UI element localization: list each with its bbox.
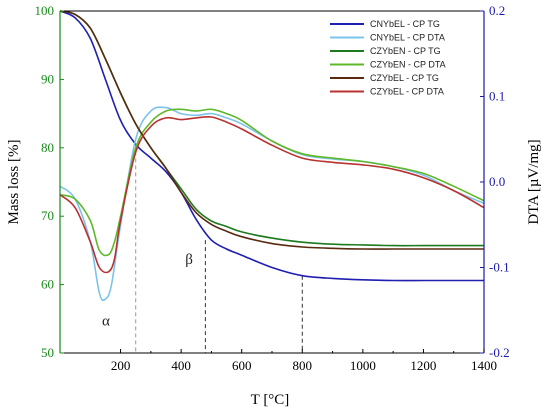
x-tick-label-6: 1400: [471, 358, 497, 373]
right-y-axis-title: DTA [µV/mg]: [526, 139, 542, 224]
legend-label-5: CZYbEL - CP DTA: [370, 87, 444, 97]
x-axis: 200 400 600 800 1000 1200 1400: [111, 349, 497, 373]
series-line-4: [59, 10, 484, 250]
series-layer: [59, 10, 485, 302]
legend-label-3: CZYbEN - CP DTA: [370, 60, 446, 70]
annotation-0: α: [102, 314, 110, 330]
left-tick-label-5: 100: [35, 3, 55, 18]
left-tick-label-1: 60: [41, 277, 54, 292]
left-tick-label-3: 80: [41, 140, 54, 155]
right-tick-label-4: 0.2: [489, 3, 505, 18]
x-tick-label-4: 1000: [350, 358, 376, 373]
x-tick-label-5: 1200: [410, 358, 436, 373]
left-y-axis: 50 60 70 80 90 100: [35, 3, 64, 360]
right-tick-label-1: -0.1: [489, 260, 510, 275]
legend-label-4: CZYbEL - CP TG: [370, 73, 439, 83]
left-tick-label-4: 90: [41, 71, 54, 86]
series-line-3: [59, 108, 485, 257]
series-line-0: [59, 10, 484, 282]
legend-label-1: CNYbEL - CP DTA: [370, 33, 445, 43]
annotation-1: β: [185, 252, 193, 268]
x-axis-title: T [°C]: [251, 392, 290, 408]
legend-label-0: CNYbEL - CP TG: [370, 19, 440, 29]
x-tick-label-2: 600: [232, 358, 252, 373]
left-tick-label-0: 50: [41, 345, 54, 360]
x-tick-label-0: 200: [111, 358, 131, 373]
right-tick-label-3: 0.1: [489, 89, 505, 104]
series-line-5: [59, 115, 485, 274]
x-tick-label-3: 800: [293, 358, 313, 373]
annotations: αβ: [102, 252, 193, 330]
legend-label-2: CZYbEN - CP TG: [370, 46, 441, 56]
right-y-axis: -0.2 -0.1 0.0 0.1 0.2: [480, 3, 510, 360]
x-tick-label-1: 400: [171, 358, 191, 373]
legend: CNYbEL - CP TG CNYbEL - CP DTA CZYbEN - CP…: [330, 19, 446, 97]
right-tick-label-2: 0.0: [489, 174, 505, 189]
right-tick-label-0: -0.2: [489, 345, 510, 360]
reference-lines: [135, 144, 303, 353]
left-tick-label-2: 70: [41, 208, 54, 223]
left-y-axis-title: Mass loss [%]: [6, 140, 22, 225]
